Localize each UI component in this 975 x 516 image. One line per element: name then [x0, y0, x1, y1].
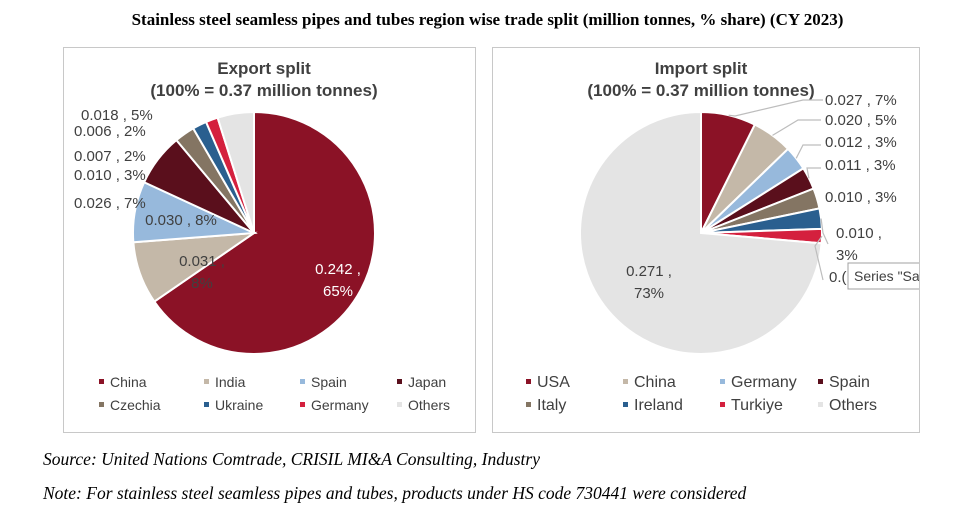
export-legend-label-india: India [215, 374, 246, 390]
export-chart-title: Export split [217, 59, 311, 78]
import-data-label-spain: 0.011 , 3% [825, 157, 896, 174]
export-legend-marker-japan [397, 379, 402, 384]
import-legend-marker-turkiye [720, 402, 725, 407]
export-slice-china [152, 110, 376, 355]
export-chart-subtitle: (100% = 0.37 million tonnes) [150, 81, 377, 100]
export-legend-marker-india [204, 379, 209, 384]
import-data-label-germany: 0.012 , 3% [825, 134, 897, 151]
export-legend-label-japan: Japan [408, 374, 446, 390]
import-pie-chart: Import split (100% = 0.37 million tonnes)… [526, 59, 920, 414]
export-legend-marker-germany [300, 402, 305, 407]
import-legend-label-germany: Germany [731, 374, 797, 391]
import-data-label-turkiye: 0.( [829, 269, 847, 286]
export-data-label-china: 0.242 , 65% [315, 261, 361, 300]
export-data-label-germany: 0.006 , 2% [74, 123, 146, 140]
chart-tooltip-text: Series "Sal [854, 268, 920, 284]
import-leader-line-china [772, 119, 821, 136]
import-chart-title: Import split [655, 59, 748, 78]
export-legend-label-germany: Germany [311, 397, 369, 413]
export-data-label-india: 0.031 , 8% [179, 253, 225, 292]
import-data-label-italy: 0.010 , 3% [825, 189, 897, 206]
export-legend-marker-china [99, 379, 104, 384]
import-leader-line-ireland [820, 218, 829, 245]
import-data-label-ireland: 0.010 , 3% [836, 225, 882, 264]
import-chart-subtitle: (100% = 0.37 million tonnes) [587, 81, 814, 100]
export-legend-marker-others [397, 402, 402, 407]
import-legend-marker-germany [720, 379, 725, 384]
export-legend-marker-czechia [99, 402, 104, 407]
export-data-label-czechia: 0.010 , 3% [74, 167, 146, 184]
export-legend-label-others: Others [408, 397, 450, 413]
import-legend-marker-others [818, 402, 823, 407]
figure-title: Stainless steel seamless pipes and tubes… [131, 10, 844, 29]
import-legend-marker-spain [818, 379, 823, 384]
import-data-label-china: 0.020 , 5% [825, 112, 897, 129]
export-legend-label-spain: Spain [311, 374, 347, 390]
import-legend-label-ireland: Ireland [634, 397, 683, 414]
import-leader-line-usa [728, 99, 823, 117]
import-legend-label-italy: Italy [537, 397, 566, 414]
export-legend-label-czechia: Czechia [110, 397, 161, 413]
export-data-label-others: 0.018 , 5% [81, 107, 153, 124]
import-legend-label-china: China [634, 374, 676, 391]
import-chart-panel: Import split (100% = 0.37 million tonnes)… [492, 47, 920, 433]
export-slice-others [216, 110, 255, 234]
export-pie-chart: Export split (100% = 0.37 million tonnes)… [74, 59, 450, 413]
footnote: Note: For stainless steel seamless pipes… [43, 483, 747, 503]
import-leader-line-germany [795, 144, 821, 159]
export-chart-panel: Export split (100% = 0.37 million tonnes)… [63, 47, 476, 433]
import-data-label-usa: 0.027 , 7% [825, 92, 897, 109]
import-legend-marker-china [623, 379, 628, 384]
export-legend-label-ukraine: Ukraine [215, 397, 263, 413]
import-leader-line-spain [806, 167, 821, 179]
import-legend-marker-ireland [623, 402, 628, 407]
import-legend-marker-italy [526, 402, 531, 407]
export-data-label-japan: 0.026 , 7% [74, 195, 146, 212]
chart-tooltip [847, 262, 919, 290]
import-legend-marker-usa [526, 379, 531, 384]
source-note: Source: United Nations Comtrade, CRISIL … [43, 449, 540, 469]
export-data-label-spain: 0.030 , 8% [145, 212, 217, 229]
import-leader-line-turkiye [814, 235, 824, 281]
import-legend-label-usa: USA [537, 374, 570, 391]
import-data-label-others: 0.271 , 73% [626, 263, 672, 302]
import-legend-label-spain: Spain [829, 374, 870, 391]
export-data-label-ukraine: 0.007 , 2% [74, 148, 146, 165]
export-legend-label-china: China [110, 374, 147, 390]
import-legend-label-turkiye: Turkiye [731, 397, 783, 414]
import-slice-others [579, 110, 823, 355]
export-legend-marker-spain [300, 379, 305, 384]
import-legend-label-others: Others [829, 397, 877, 414]
export-legend-marker-ukraine [204, 402, 209, 407]
